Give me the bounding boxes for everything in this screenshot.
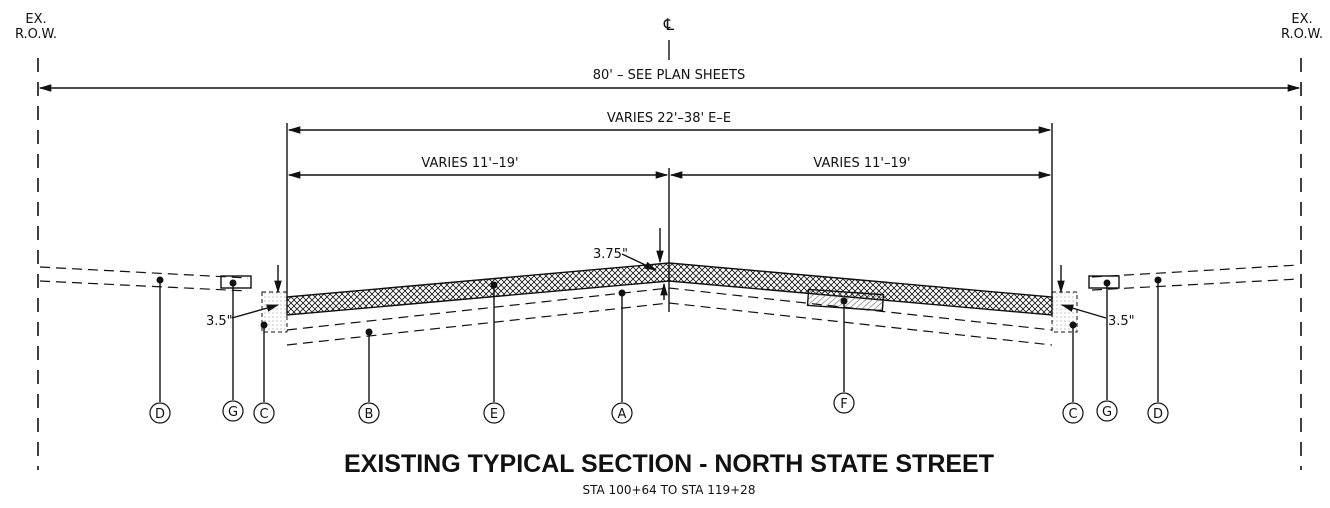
callout-a: A [611,289,633,424]
pavement-width-label: VARIES 22'–38' E–E [607,111,731,126]
callout-g-right: G [1096,279,1118,422]
left-edge-thickness-label: 3.5" [206,314,233,329]
callout-f: F [833,297,855,414]
callout-c-right: C [1062,321,1084,424]
callout-g-left: G [222,279,244,422]
callout-c-left: C [253,321,275,424]
sidewalk-left [220,275,252,289]
callout-label: D [155,407,165,422]
row-label-left-line1: EX. [25,12,46,27]
existing-ground-right [1091,264,1300,291]
total-width-label: 80' – SEE PLAN SHEETS [593,68,745,83]
row-label-right-line1: EX. [1291,12,1312,27]
right-lane-label: VARIES 11'–19' [813,156,910,171]
callout-label: B [365,407,374,422]
callout-label: C [259,407,268,422]
callout-label: E [490,407,498,422]
callout-e: E [483,281,505,424]
sidewalk-right [1088,275,1120,289]
callout-label: G [228,405,238,420]
base-course [286,287,1053,346]
station-range: STA 100+64 TO STA 119+28 [583,483,756,497]
row-label-right-line2: R.O.W. [1281,27,1323,42]
callout-label: F [840,397,847,412]
callout-d-left: D [149,276,171,424]
callout-label: A [618,407,627,422]
centerline-symbol: ℄ [663,15,675,34]
curb-right [1051,291,1078,333]
callout-d-right: D [1147,276,1169,424]
crown-thickness-leader [621,253,658,271]
existing-ground-left [39,266,249,292]
callout-label: G [1102,405,1112,420]
right-edge-thickness-label: 3.5" [1108,314,1135,329]
left-lane-label: VARIES 11'–19' [421,156,518,171]
surface-course [286,262,1053,316]
section-title: EXISTING TYPICAL SECTION - NORTH STATE S… [344,450,994,478]
right-edge-thickness-leader [1060,304,1107,319]
crown-thickness-label: 3.75" [593,247,628,262]
callout-b: B [358,328,380,424]
callout-label: C [1068,407,1077,422]
row-label-left-line2: R.O.W. [15,27,57,42]
callout-label: D [1153,407,1163,422]
left-edge-thickness-leader [231,304,280,319]
